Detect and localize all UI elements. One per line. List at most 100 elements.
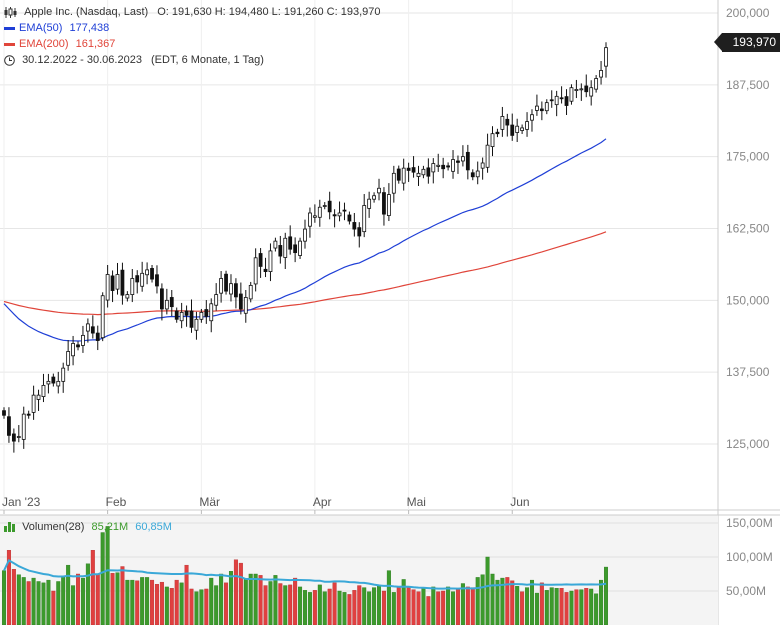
candle (436, 153, 441, 172)
candle (322, 202, 327, 210)
candle-body (169, 297, 174, 308)
candle-body (199, 312, 204, 320)
candle (515, 118, 520, 143)
volume-bar (56, 581, 61, 625)
volume-value-2: 60,85M (135, 521, 172, 533)
volume-bar (515, 586, 520, 625)
candle-body (475, 170, 480, 178)
candle-body (164, 299, 169, 310)
candle (66, 339, 71, 371)
candle-body (569, 87, 574, 102)
volume-bar (549, 587, 554, 625)
volume-bar (357, 585, 362, 625)
candle-body (515, 125, 520, 133)
candle-body (377, 187, 381, 194)
clock-icon (4, 54, 22, 66)
candle-body (243, 297, 248, 314)
candle (288, 225, 293, 255)
candle-body (485, 144, 490, 168)
ema50-legend[interactable]: EMA(50) 177,438 (4, 22, 109, 34)
ema200-legend[interactable]: EMA(200) 161,367 (4, 38, 115, 50)
volume-bar (2, 570, 6, 625)
candle-body (263, 268, 268, 272)
candle-body (81, 334, 85, 346)
volume-bar (520, 591, 525, 625)
candle (584, 74, 589, 98)
volume-bar (298, 586, 303, 625)
candle (604, 42, 608, 78)
candle (372, 192, 376, 203)
candle-body (214, 294, 219, 306)
candle-body (105, 274, 110, 301)
candle (179, 302, 184, 329)
candle-body (312, 215, 317, 218)
volume-bar (559, 588, 564, 625)
volume-bar (263, 585, 268, 625)
candle-body (150, 268, 154, 280)
volume-bar (386, 570, 391, 625)
volume-bar (80, 577, 85, 625)
candle (189, 299, 194, 333)
candle-body (416, 172, 421, 177)
volume-bar (505, 577, 510, 625)
x-tick-label: Mai (407, 495, 426, 509)
volume-bar (451, 591, 456, 625)
candle-body (36, 394, 41, 400)
volume-bar (179, 582, 184, 625)
volume-bar (303, 590, 308, 625)
volume-bar (90, 550, 95, 625)
candle-body (2, 410, 6, 416)
volume-bar (396, 587, 401, 625)
candle-body (120, 269, 125, 296)
candle-body (268, 250, 273, 273)
volume-tick-label: 50,00M (726, 584, 766, 598)
candle-body (391, 172, 396, 194)
volume-bar (362, 587, 367, 625)
volume-bar (115, 572, 120, 625)
volume-bar (416, 591, 421, 625)
candle-body (66, 351, 71, 366)
ema200-label: EMA(200) (19, 38, 69, 51)
candle-body (288, 236, 293, 250)
candle (490, 126, 495, 157)
candle-body (179, 312, 184, 322)
candle-body (436, 164, 441, 167)
candle-body (352, 222, 357, 230)
candle (209, 298, 214, 333)
volume-bar (248, 573, 253, 625)
candle (401, 158, 406, 191)
volume-bar (401, 579, 406, 625)
volume-bar (312, 590, 317, 625)
candle-body (342, 209, 347, 212)
volume-bar (31, 577, 36, 625)
volume-bar (347, 594, 352, 625)
candle-body (31, 394, 36, 413)
candle (461, 145, 465, 167)
candle (90, 315, 95, 339)
volume-bar (41, 582, 46, 625)
volume-bar (95, 574, 100, 625)
candle-body (372, 195, 376, 200)
volume-bar (579, 589, 584, 625)
volume-bar (446, 586, 451, 625)
candle-body (293, 244, 298, 254)
volume-bar (539, 582, 544, 625)
candle (100, 292, 105, 342)
volume-bar (61, 575, 66, 625)
candle-body (367, 198, 372, 209)
candle (347, 211, 352, 225)
candle-body (145, 269, 149, 276)
candle (367, 191, 372, 218)
candle (544, 99, 549, 115)
candle-body (480, 162, 485, 169)
candle (431, 158, 436, 184)
candle-body (51, 376, 56, 384)
candle (327, 191, 332, 220)
candle-body (184, 310, 189, 316)
volume-bar (219, 573, 224, 625)
candle (184, 305, 189, 327)
volume-bar (189, 588, 194, 625)
volume-bar (406, 586, 411, 625)
candle (115, 262, 120, 295)
volume-bar (169, 588, 174, 625)
